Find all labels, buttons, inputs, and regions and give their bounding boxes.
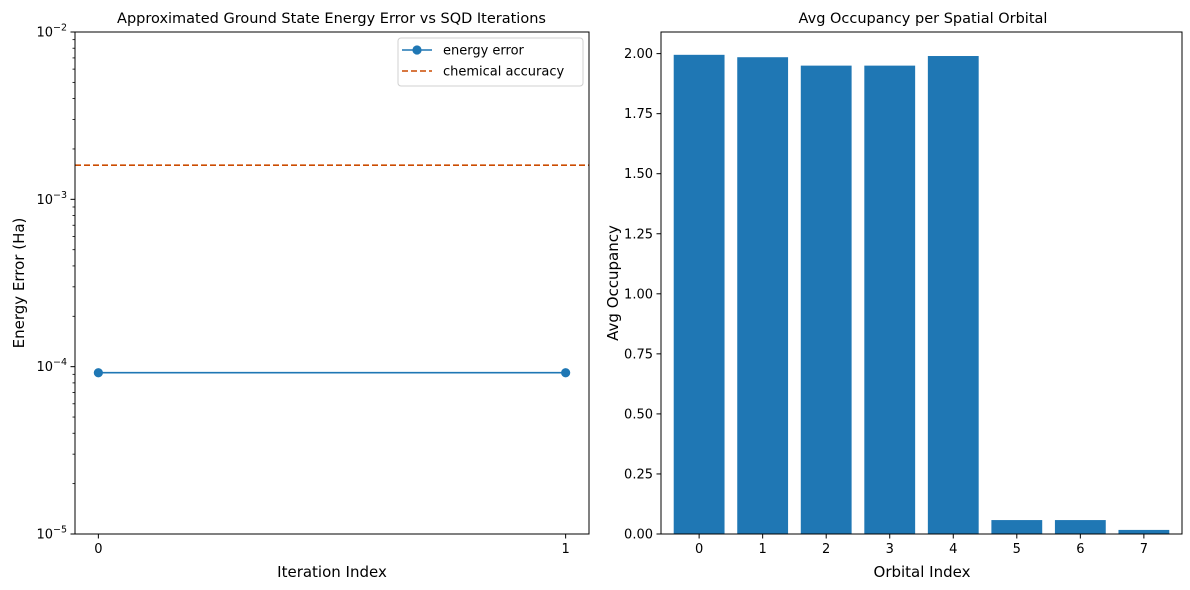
y-tick-label: 0.25 bbox=[624, 467, 653, 482]
bar-orbital-2 bbox=[800, 65, 852, 534]
legend: energy error chemical accuracy bbox=[397, 37, 584, 87]
x-tick-label: 0 bbox=[94, 542, 102, 557]
y-tick-label: 1.25 bbox=[624, 227, 653, 242]
plot-frame bbox=[74, 31, 590, 535]
bar-orbital-6 bbox=[1054, 520, 1106, 534]
bar-orbital-1 bbox=[737, 57, 789, 535]
avg-occupancy-chart: Avg Occupancy per Spatial Orbital 0 1 2 3 4 5… bbox=[604, 11, 1183, 581]
bar-orbital-4 bbox=[927, 56, 979, 535]
x-tick-label: 4 bbox=[949, 542, 957, 557]
x-tick-label: 1 bbox=[759, 542, 767, 557]
chart-title: Approximated Ground State Energy Error v… bbox=[117, 11, 546, 27]
y-axis-label: Avg Occupancy bbox=[604, 225, 622, 341]
energy-error-point bbox=[93, 368, 103, 378]
chart-title: Avg Occupancy per Spatial Orbital bbox=[799, 11, 1048, 27]
x-tick-label: 5 bbox=[1013, 542, 1021, 557]
energy-error-point bbox=[561, 368, 571, 378]
y-axis-label: Energy Error (Ha) bbox=[10, 218, 28, 349]
x-tick-label: 0 bbox=[695, 542, 703, 557]
x-tick-label: 1 bbox=[561, 542, 569, 557]
y-tick-label: 1.00 bbox=[624, 287, 653, 302]
legend-energy-error-marker bbox=[412, 45, 422, 55]
y-tick-label: 0.00 bbox=[624, 528, 653, 543]
legend-label-energy-error: energy error bbox=[443, 44, 525, 59]
y-tick-label: 10−4 bbox=[36, 357, 67, 375]
legend-box bbox=[397, 37, 584, 87]
y-tick-label: 1.75 bbox=[624, 107, 653, 122]
y-tick-label: 1.50 bbox=[624, 167, 653, 182]
y-tick-label: 10−3 bbox=[36, 190, 67, 208]
bar-orbital-0 bbox=[673, 54, 725, 535]
y-tick-label: 0.75 bbox=[624, 347, 653, 362]
y-tick-label: 0.50 bbox=[624, 407, 653, 422]
y-tick-label: 2.00 bbox=[624, 47, 653, 62]
bar-orbital-5 bbox=[991, 520, 1043, 534]
energy-error-chart: Approximated Ground State Energy Error v… bbox=[10, 11, 590, 581]
legend-label-chemical-accuracy: chemical accuracy bbox=[443, 65, 564, 80]
x-axis-label: Orbital Index bbox=[874, 563, 971, 581]
x-tick-label: 7 bbox=[1140, 542, 1148, 557]
y-tick-label: 10−5 bbox=[36, 525, 67, 543]
x-tick-label: 3 bbox=[886, 542, 894, 557]
y-tick-label: 10−2 bbox=[36, 23, 67, 41]
x-axis-label: Iteration Index bbox=[277, 563, 387, 581]
plot-frame bbox=[660, 31, 1183, 535]
bar-orbital-7 bbox=[1118, 529, 1170, 534]
x-tick-label: 6 bbox=[1076, 542, 1084, 557]
x-tick-label: 2 bbox=[822, 542, 830, 557]
bar-orbital-3 bbox=[864, 65, 916, 534]
